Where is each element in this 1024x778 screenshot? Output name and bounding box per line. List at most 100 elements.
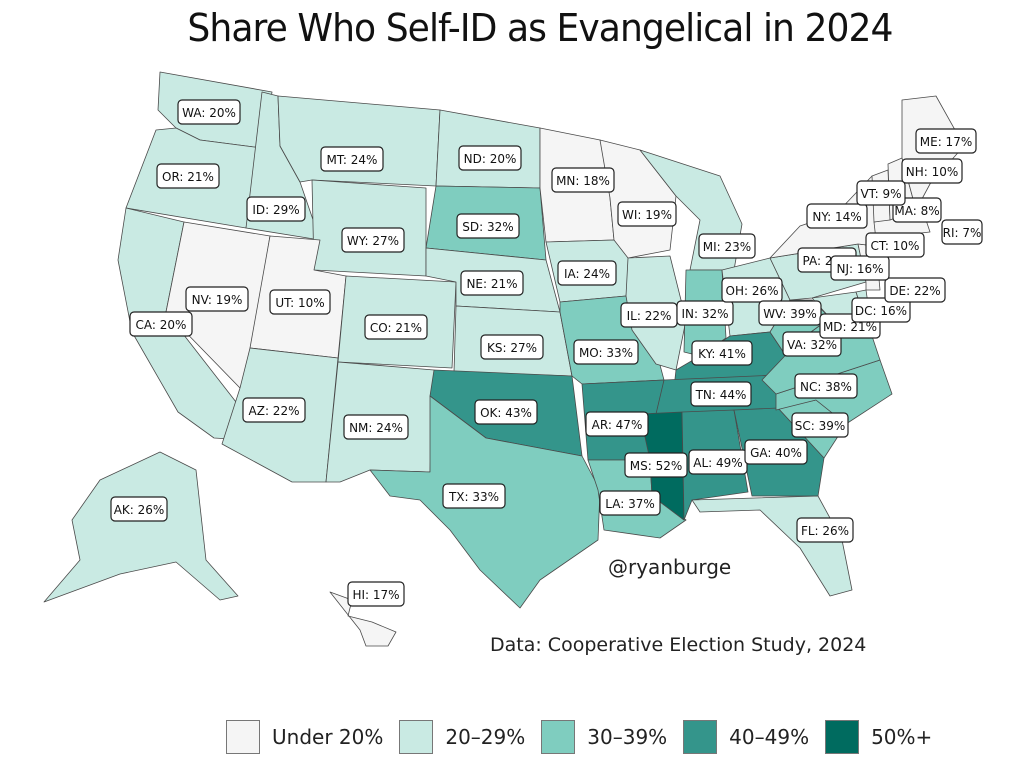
state-label-text: MS: 52% xyxy=(630,459,683,473)
state-label-ky: KY: 41% xyxy=(691,340,753,366)
state-label-text: AL: 49% xyxy=(693,456,742,470)
legend-item: Under 20% xyxy=(226,720,383,754)
state-label-ct: CT: 10% xyxy=(865,232,925,258)
state-label-box xyxy=(941,219,983,245)
state-label-box xyxy=(884,277,946,303)
state-label-box xyxy=(480,334,544,360)
state-label-text: NJ: 16% xyxy=(836,262,883,276)
legend-label: 50%+ xyxy=(871,725,933,749)
state-label-text: ME: 17% xyxy=(920,135,972,149)
state-label-ar: AR: 47% xyxy=(585,411,649,437)
state-label-box xyxy=(830,255,890,281)
state-label-box xyxy=(320,146,384,172)
state-label-ia: IA: 24% xyxy=(557,260,617,286)
state-label-text: MA: 8% xyxy=(894,204,939,218)
state-label-text: ND: 20% xyxy=(464,152,517,166)
legend-item: 40–49% xyxy=(683,720,809,754)
state-label-text: WY: 27% xyxy=(347,234,399,248)
map-title: Share Who Self-ID as Evangelical in 2024 xyxy=(187,6,893,50)
state-label-or: OR: 21% xyxy=(156,163,220,189)
state-label-box xyxy=(156,163,220,189)
state-label-box xyxy=(865,232,925,258)
state-label-box xyxy=(551,167,615,193)
state-label-box xyxy=(347,581,405,607)
state-label-text: NM: 24% xyxy=(349,421,403,435)
state-label-box xyxy=(901,158,963,184)
state-label-wy: WY: 27% xyxy=(341,227,405,253)
state-label-dc: DC: 16% xyxy=(851,297,911,323)
state-label-text: MO: 33% xyxy=(579,346,633,360)
state-label-text: FL: 26% xyxy=(801,524,849,538)
state-label-text: KY: 41% xyxy=(698,347,746,361)
state-label-box xyxy=(343,414,409,440)
state-label-sd: SD: 32% xyxy=(456,213,520,239)
legend-item: 20–29% xyxy=(399,720,525,754)
state-label-sc: SC: 39% xyxy=(791,412,849,438)
state-label-box xyxy=(915,128,977,154)
state-label-box xyxy=(856,180,906,206)
legend-item: 50%+ xyxy=(825,720,932,754)
state-label-text: TN: 44% xyxy=(695,388,747,402)
state-label-box xyxy=(341,227,405,253)
state-label-text: LA: 37% xyxy=(605,497,655,511)
state-label-mo: MO: 33% xyxy=(573,339,639,365)
state-label-box xyxy=(721,277,783,303)
state-label-text: SD: 32% xyxy=(462,220,513,234)
state-label-ks: KS: 27% xyxy=(480,334,544,360)
state-label-text: GA: 40% xyxy=(750,446,802,460)
state-label-box xyxy=(269,289,331,315)
state-label-ny: NY: 14% xyxy=(806,203,868,229)
state-label-box xyxy=(676,300,734,326)
state-label-ne: NE: 21% xyxy=(460,270,524,296)
state-label-oh: OH: 26% xyxy=(721,277,783,303)
state-label-box xyxy=(691,340,753,366)
state-label-box xyxy=(129,311,193,337)
state-label-text: OH: 26% xyxy=(726,284,779,298)
state-label-nv: NV: 19% xyxy=(185,286,249,312)
state-label-tn: TN: 44% xyxy=(690,381,752,407)
state-label-box xyxy=(573,339,639,365)
state-label-text: CT: 10% xyxy=(871,239,920,253)
state-label-box xyxy=(456,213,520,239)
state-label-co: CO: 21% xyxy=(364,314,428,340)
state-label-il: IL: 22% xyxy=(620,302,678,328)
state-ak xyxy=(43,451,239,603)
state-label-box xyxy=(791,412,849,438)
state-label-ri: RI: 7% xyxy=(941,219,983,245)
state-label-al: AL: 49% xyxy=(688,449,748,475)
state-label-box xyxy=(242,397,306,423)
legend-swatch xyxy=(226,720,260,754)
state-label-ut: UT: 10% xyxy=(269,289,331,315)
state-label-box xyxy=(617,201,677,227)
state-label-box xyxy=(690,381,752,407)
state-label-box xyxy=(624,452,688,478)
state-label-box xyxy=(599,490,661,516)
legend: Under 20% 20–29% 30–39% 40–49% 50%+ xyxy=(226,716,948,758)
state-label-wa: WA: 20% xyxy=(177,99,241,125)
state-label-text: AZ: 22% xyxy=(249,404,300,418)
state-mt xyxy=(277,95,441,187)
state-label-box xyxy=(794,373,858,399)
state-label-text: ID: 29% xyxy=(252,203,299,217)
state-label-ma: MA: 8% xyxy=(892,197,942,223)
state-label-text: NH: 10% xyxy=(906,165,959,179)
state-label-box xyxy=(460,270,524,296)
state-label-text: SC: 39% xyxy=(795,419,846,433)
state-label-az: AZ: 22% xyxy=(242,397,306,423)
state-label-id: ID: 29% xyxy=(246,196,306,222)
state-label-text: MD: 21% xyxy=(823,320,877,334)
state-label-box xyxy=(474,399,538,425)
state-fl xyxy=(691,495,853,597)
legend-item: 30–39% xyxy=(541,720,667,754)
state-label-text: OR: 21% xyxy=(162,170,214,184)
legend-swatch xyxy=(683,720,718,754)
state-label-box xyxy=(177,99,241,125)
state-label-text: MT: 24% xyxy=(327,153,378,167)
state-label-mi: MI: 23% xyxy=(698,233,756,259)
state-label-nc: NC: 38% xyxy=(794,373,858,399)
legend-swatch xyxy=(825,720,860,754)
legend-label: 30–39% xyxy=(587,725,668,749)
state-label-ak: AK: 26% xyxy=(110,496,168,522)
state-label-box xyxy=(458,145,522,171)
